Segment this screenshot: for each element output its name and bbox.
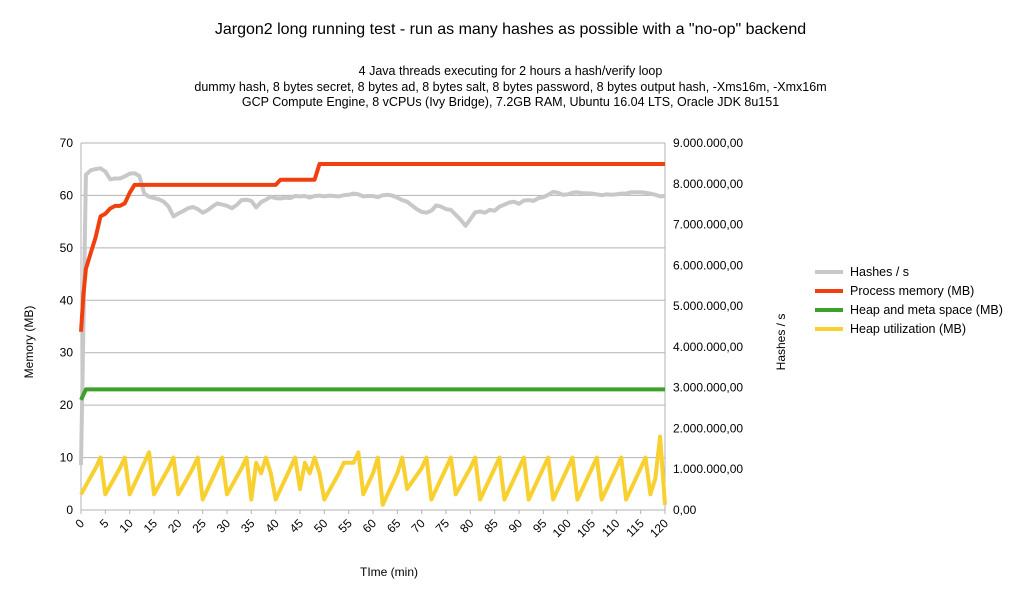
legend: Hashes / s Process memory (MB) Heap and … [815, 262, 1003, 338]
y-tick-left: 0 [66, 503, 73, 517]
y-tick-left: 40 [60, 293, 74, 307]
y-tick-left: 10 [60, 451, 74, 465]
x-tick-label: 20 [165, 516, 185, 536]
legend-item-heap-utilization: Heap utilization (MB) [815, 319, 1003, 338]
x-tick-label: 10 [116, 516, 136, 536]
x-tick-label: 0 [72, 516, 87, 531]
legend-swatch-process-memory [815, 288, 843, 293]
x-tick-label: 5 [97, 516, 112, 531]
y-tick-right: 4.000.000,00 [673, 340, 743, 354]
legend-label-process-memory: Process memory (MB) [850, 283, 975, 298]
x-tick-label: 80 [457, 516, 477, 536]
y-tick-right: 8.000.000,00 [673, 177, 743, 191]
series-line-process-memory-mb [79, 162, 665, 332]
x-tick-label: 120 [647, 516, 671, 540]
y-tick-right: 1.000.000,00 [673, 462, 743, 476]
y-tick-left: 30 [60, 346, 74, 360]
x-tick-label: 35 [238, 516, 258, 536]
x-tick-label: 105 [574, 516, 598, 540]
legend-label-heap-meta: Heap and meta space (MB) [850, 302, 1003, 317]
legend-item-hashes: Hashes / s [815, 262, 1003, 281]
x-tick-label: 85 [481, 516, 501, 536]
y-tick-right: 7.000.000,00 [673, 218, 743, 232]
x-tick-label: 90 [506, 516, 526, 536]
legend-swatch-hashes [815, 269, 843, 274]
x-tick-label: 75 [433, 516, 453, 536]
legend-swatch-heap-meta [815, 307, 843, 312]
x-tick-label: 25 [189, 516, 209, 536]
legend-item-process-memory: Process memory (MB) [815, 281, 1003, 300]
y-axis-left-label: Memory (MB) [22, 306, 36, 379]
y-tick-right: 9.000.000,00 [673, 136, 743, 150]
y-axis-right-label: Hashes / s [774, 314, 788, 371]
y-tick-right: 3.000.000,00 [673, 381, 743, 395]
legend-label-hashes: Hashes / s [850, 264, 910, 279]
legend-label-heap-utilization: Heap utilization (MB) [850, 321, 967, 336]
x-tick-label: 40 [262, 516, 282, 536]
y-tick-right: 0,00 [673, 503, 697, 517]
y-tick-left: 20 [60, 398, 74, 412]
tick-labels: 0102030405060700,001.000.000,002.000.000… [60, 136, 744, 540]
x-axis-label: TIme (min) [360, 565, 418, 579]
x-tick-label: 70 [408, 516, 428, 536]
x-tick-label: 95 [530, 516, 550, 536]
legend-item-heap-meta: Heap and meta space (MB) [815, 300, 1003, 319]
chart-subtitle-line-1: 4 Java threads executing for 2 hours a h… [358, 64, 663, 78]
x-tick-label: 65 [384, 516, 404, 536]
y-tick-right: 2.000.000,00 [673, 421, 743, 435]
x-tick-label: 30 [214, 516, 234, 536]
x-tick-label: 100 [550, 516, 574, 540]
y-tick-left: 50 [60, 241, 74, 255]
y-tick-right: 5.000.000,00 [673, 299, 743, 313]
legend-swatch-heap-utilization [815, 326, 843, 331]
series-line-heap-and-meta-space-mb [79, 387, 665, 401]
x-tick-label: 50 [311, 516, 331, 536]
chart-subtitle-line-3: GCP Compute Engine, 8 vCPUs (Ivy Bridge)… [241, 95, 780, 109]
x-tick-label: 45 [287, 516, 307, 536]
x-tick-label: 55 [335, 516, 355, 536]
series-layer [79, 162, 667, 507]
x-tick-label: 110 [599, 516, 623, 540]
chart-subtitle-line-2: dummy hash, 8 bytes secret, 8 bytes ad, … [194, 80, 827, 94]
x-tick-label: 15 [141, 516, 161, 536]
x-tick-label: 115 [623, 516, 647, 540]
x-tick-label: 60 [360, 516, 380, 536]
series-line-heap-utilization-mb [79, 434, 667, 507]
axes [80, 143, 666, 514]
series-line-hashes-s [79, 166, 666, 466]
chart-title: Jargon2 long running test - run as many … [214, 21, 807, 38]
y-tick-left: 70 [60, 136, 74, 150]
y-tick-right: 6.000.000,00 [673, 258, 743, 272]
y-tick-left: 60 [60, 188, 74, 202]
